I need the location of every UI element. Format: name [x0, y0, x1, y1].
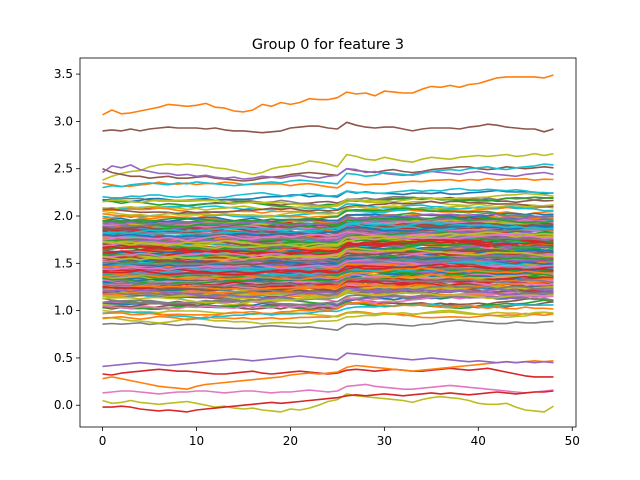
series-line-band-260 — [102, 212, 554, 224]
series-line-band-222 — [102, 236, 554, 251]
series-line-band-272 — [102, 207, 554, 223]
y-tick-label: 0.0 — [54, 398, 73, 412]
series-line-band-228 — [102, 290, 554, 306]
series-line-band-243 — [102, 239, 554, 255]
series-line-band-264 — [102, 286, 554, 300]
series-line-band-263 — [102, 263, 554, 275]
y-axis: 0.0 0.5 1.0 1.5 2.0 2.5 3.0 3.5 — [54, 67, 80, 412]
series-line-band-277 — [102, 253, 554, 266]
plot-frame — [79, 57, 577, 428]
series-line-band-268 — [102, 232, 554, 250]
series-line-band-78 — [102, 309, 554, 318]
series-line-band-191 — [102, 205, 554, 215]
series-line-1 — [102, 121, 554, 134]
series-line-band-206 — [102, 272, 554, 284]
series-line-3 — [102, 166, 554, 182]
x-tick-label: 20 — [283, 434, 298, 448]
series-line-band-235 — [102, 279, 554, 292]
y-tick-label: 1.0 — [54, 304, 73, 318]
chart-title: Group 0 for feature 3 — [252, 37, 404, 53]
series-line-8 — [102, 393, 554, 413]
series-line-10 — [102, 359, 554, 391]
series-line-9 — [102, 390, 554, 413]
series-line-band-27 — [102, 319, 554, 332]
series-line-band-255 — [102, 200, 554, 215]
series-line-band-261 — [102, 273, 554, 291]
series-line-6 — [102, 367, 554, 378]
series-line-band-241 — [102, 301, 554, 316]
series-line-band-270 — [102, 224, 554, 239]
x-tick-label: 10 — [189, 434, 204, 448]
series-line-5 — [102, 163, 554, 189]
series-line-11 — [102, 352, 554, 368]
x-tick-label: 30 — [377, 434, 392, 448]
series-line-band-52 — [102, 196, 554, 209]
series-line-band-249 — [102, 187, 554, 199]
y-tick-label: 3.0 — [54, 114, 73, 128]
series-line-7 — [102, 383, 554, 395]
series-line-band-41 — [102, 310, 554, 321]
series-line-band-273 — [102, 263, 554, 276]
series-line-band-257 — [102, 284, 554, 297]
series-line-band-262 — [102, 216, 554, 229]
x-axis: 0 10 20 30 40 50 — [99, 427, 580, 448]
series-line-band-216 — [102, 292, 554, 310]
y-tick-label: 2.5 — [54, 162, 73, 176]
series-line-band-254 — [102, 257, 554, 273]
series-line-band-274 — [102, 212, 554, 227]
series-line-band-276 — [102, 231, 554, 242]
y-tick-label: 1.5 — [54, 256, 73, 270]
series-layer — [102, 74, 554, 413]
series-line-band-148 — [102, 192, 554, 208]
y-tick-label: 0.5 — [54, 351, 73, 365]
series-line-2 — [102, 152, 554, 181]
series-line-band-278 — [102, 247, 554, 261]
series-line-band-250 — [102, 256, 554, 268]
x-tick-label: 50 — [565, 434, 580, 448]
series-line-0 — [102, 74, 554, 116]
series-line-4 — [102, 164, 554, 180]
x-tick-label: 40 — [471, 434, 486, 448]
series-line-band-227 — [102, 265, 554, 278]
y-tick-label: 3.5 — [54, 67, 73, 81]
series-line-band-279 — [102, 221, 554, 234]
series-line-band-51 — [102, 177, 554, 189]
y-tick-label: 2.0 — [54, 209, 73, 223]
series-line-band-258 — [102, 204, 554, 218]
series-line-band-252 — [102, 270, 554, 285]
series-line-band-267 — [102, 277, 554, 288]
series-line-band-271 — [102, 266, 554, 281]
x-tick-label: 0 — [99, 434, 107, 448]
